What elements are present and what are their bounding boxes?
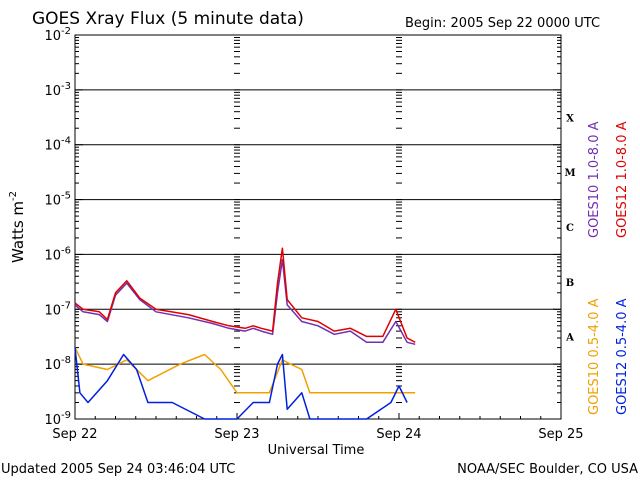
plot-frame [74,34,562,420]
y-tick-label-base: 10 [44,358,61,373]
legend-entry: GOES12 1.0-8.0 A [615,121,630,238]
y-tick-label: 10-8 [44,355,71,373]
legend-entry: GOES10 0.5-4.0 A [587,298,602,415]
x-tick-label: Sep 25 [538,427,583,442]
svg-text:Watts m-2: Watts m-2 [8,191,27,263]
legend-label: GOES10 0.5-4.0 A [587,298,602,415]
y-tick-label-exp: -2 [61,26,71,37]
y-tick-label-exp: -3 [61,81,71,92]
chart-title: GOES Xray Flux (5 minute data) [32,9,304,29]
y-axis-title-exp: -2 [8,191,19,201]
series-line [74,347,408,420]
series-line [74,247,416,343]
y-axis-title: Watts m-2 [8,191,27,263]
y-tick-label-base: 10 [44,194,61,209]
legend-label: GOES10 1.0-8.0 A [587,121,602,238]
y-tick-label-base: 10 [44,413,61,428]
legend-entry: GOES10 1.0-8.0 A [587,121,602,238]
y-tick-label-exp: -8 [61,355,71,366]
begin-time-label: Begin: 2005 Sep 22 0000 UTC [405,16,600,31]
flare-class-label: C [566,223,574,234]
flare-class-label: B [566,278,574,289]
y-tick-label-base: 10 [44,248,61,263]
y-tick-label: 10-7 [44,300,71,318]
x-tick-labels: Sep 22 Sep 23 Sep 24 Sep 25 [52,427,583,442]
y-tick-label: 10-2 [44,26,71,44]
updated-timestamp: Updated 2005 Sep 24 03:46:04 UTC [1,462,235,477]
legend-entry: GOES12 0.5-4.0 A [615,298,630,415]
flare-class-label: X [566,113,574,124]
y-tick-label-exp: -5 [61,191,71,202]
y-tick-label-base: 10 [44,84,61,99]
credit-label: NOAA/SEC Boulder, CO USA [457,462,638,477]
x-tick-label: Sep 22 [52,427,97,442]
legend: GOES10 1.0-8.0 A GOES12 1.0-8.0 A GOES10 0… [587,121,630,415]
y-tick-label: 10-4 [44,136,71,154]
flare-class-label: M [564,168,575,179]
flare-class-labels: X M C B A [564,113,575,343]
series-line [74,258,416,346]
y-tick-label-exp: -9 [61,410,71,421]
y-tick-label-exp: -6 [61,245,71,256]
legend-label: GOES12 1.0-8.0 A [615,121,630,238]
y-tick-label: 10-9 [44,410,71,428]
y-tick-label-exp: -4 [61,136,71,147]
y-tick-label-base: 10 [44,29,61,44]
y-tick-label: 10-6 [44,245,71,263]
y-minor-ticks [75,37,561,420]
y-tick-label: 10-3 [44,81,71,99]
x-tick-label: Sep 23 [214,427,259,442]
y-tick-label-exp: -7 [61,300,71,311]
series-line [74,347,416,394]
plot-area [74,34,562,420]
flare-class-label: A [565,333,574,344]
x-axis-title: Universal Time [268,443,365,458]
horizontal-gridlines [75,89,561,365]
y-tick-label-base: 10 [44,139,61,154]
day-dividers [74,37,562,420]
data-series [74,247,416,420]
y-tick-label-base: 10 [44,303,61,318]
legend-label: GOES12 0.5-4.0 A [615,298,630,415]
y-tick-label: 10-5 [44,191,71,209]
x-tick-label: Sep 24 [376,427,421,442]
y-tick-labels: 10-210-310-410-510-610-710-810-9 [44,26,71,428]
y-axis-title-base: Watts m [9,201,27,263]
